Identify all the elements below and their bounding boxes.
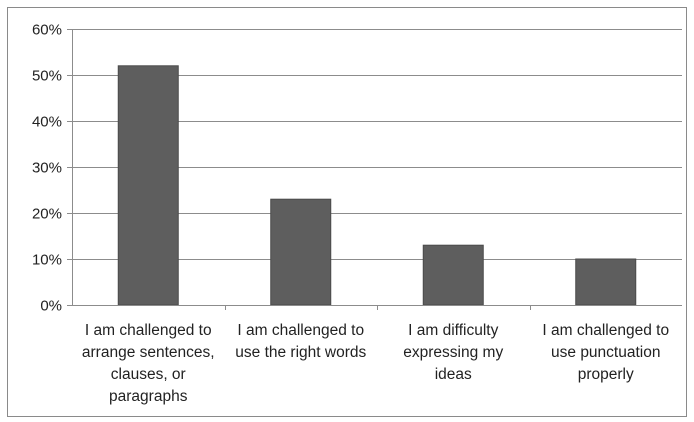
y-tick-label: 50% bbox=[32, 68, 62, 85]
bars bbox=[117, 65, 637, 306]
axes bbox=[67, 29, 682, 310]
x-category-labels: I am challenged to arrange sentences, clau… bbox=[82, 322, 669, 405]
x-category-label: I am challenged to arrange sentences, clau… bbox=[82, 322, 215, 405]
x-category-label-line: paragraphs bbox=[109, 388, 188, 405]
x-category-label-line: I am challenged to bbox=[85, 322, 212, 339]
x-category-label: I am difficulty expressing my ideas bbox=[403, 322, 503, 383]
y-tick-label: 40% bbox=[32, 114, 62, 131]
x-category-label-line: ideas bbox=[435, 366, 472, 383]
y-tick-label: 20% bbox=[32, 206, 62, 223]
x-category-label-line: I am challenged to bbox=[237, 322, 364, 339]
x-category-label-line: clauses, or bbox=[111, 366, 186, 383]
x-category-label-line: use the right words bbox=[235, 344, 366, 361]
x-category-label-line: properly bbox=[578, 366, 634, 383]
y-tick-label: 30% bbox=[32, 160, 62, 177]
x-category-label-line: I am difficulty bbox=[408, 322, 498, 339]
x-category-label: I am challenged to use the right words bbox=[235, 322, 366, 361]
x-category-label: I am challenged to use punctuation properl… bbox=[542, 322, 669, 383]
bar bbox=[270, 198, 332, 306]
x-category-label-line: I am challenged to bbox=[542, 322, 669, 339]
bar bbox=[117, 65, 179, 306]
y-tick-labels: 0% 10% 20% 30% 40% 50% 60% bbox=[32, 22, 62, 315]
y-tick-label: 0% bbox=[40, 298, 62, 315]
bar bbox=[422, 244, 484, 306]
y-tick-label: 60% bbox=[32, 22, 62, 39]
bar bbox=[575, 258, 637, 306]
y-tick-label: 10% bbox=[32, 252, 62, 269]
x-category-label-line: use punctuation bbox=[551, 344, 660, 361]
x-category-label-line: expressing my bbox=[403, 344, 503, 361]
x-category-label-line: arrange sentences, bbox=[82, 344, 215, 361]
